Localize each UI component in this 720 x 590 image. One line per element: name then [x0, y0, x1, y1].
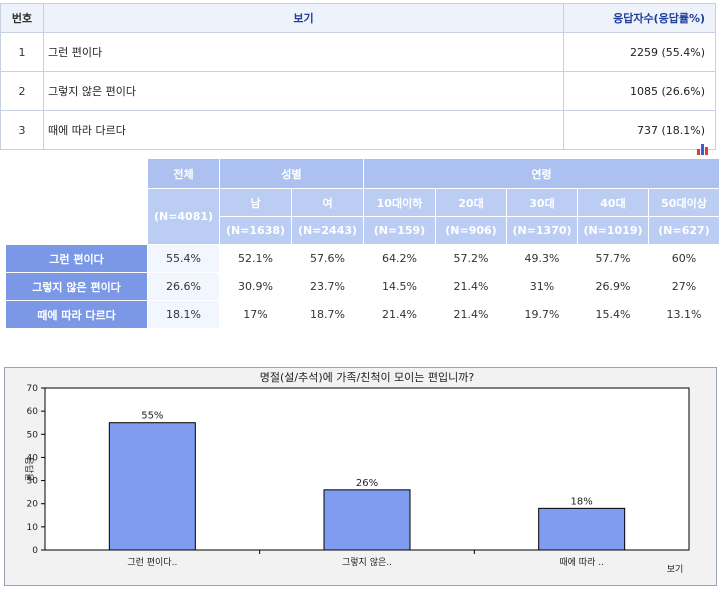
cell: 23.7%	[291, 272, 364, 301]
col-n-male: (N=1638)	[219, 216, 292, 245]
bar	[323, 489, 411, 551]
answers-header-row: 번호 보기 응답자수(응답률%)	[0, 3, 716, 33]
col-header-no: 번호	[0, 3, 44, 33]
total-n: (N=4081)	[147, 188, 220, 245]
y-tick-label: 60	[27, 407, 39, 417]
col-label-female: 여	[291, 188, 364, 217]
age-header: 연령	[363, 158, 720, 189]
x-tick-label: 그런 편이다..	[127, 556, 177, 568]
row-value: 737 (18.1%)	[563, 110, 716, 150]
y-tick-label: 0	[32, 546, 38, 556]
corner-blank	[5, 216, 148, 245]
row-label: 때에 따라 다르다	[5, 300, 148, 329]
col-header-label: 보기	[43, 3, 564, 33]
bar-chart-icon[interactable]	[697, 143, 710, 155]
row-number: 3	[0, 110, 44, 150]
cell: 64.2%	[363, 244, 436, 273]
x-axis-label: 보기	[667, 564, 684, 575]
corner-blank	[5, 158, 148, 217]
cell: 60%	[648, 244, 720, 273]
row-number: 2	[0, 71, 44, 111]
x-tick-label: 그렇지 않은..	[342, 557, 392, 568]
cell: 17%	[219, 300, 292, 329]
col-label-male: 남	[219, 188, 292, 217]
bar-value-label: 55%	[141, 411, 163, 422]
cell: 57.6%	[291, 244, 364, 273]
cell: 21.4%	[363, 300, 436, 329]
y-axis-label: 응답율	[23, 457, 35, 482]
col-n-age-20: (N=906)	[435, 216, 507, 245]
row-label: 그런 편이다	[5, 244, 148, 273]
col-n-female: (N=2443)	[291, 216, 364, 245]
col-label-age-40: 40대	[577, 188, 649, 217]
cell: 27%	[648, 272, 720, 301]
row-label: 그런 편이다	[43, 32, 564, 72]
chart-title: 명절(설/추석)에 가족/친척이 모이는 편입니까?	[260, 371, 475, 384]
table-row: 3 때에 따라 다르다 737 (18.1%)	[0, 110, 716, 150]
table-row: 1 그런 편이다 2259 (55.4%)	[0, 32, 716, 72]
y-tick-label: 30	[27, 477, 39, 487]
cell: 15.4%	[577, 300, 649, 329]
row-number: 1	[0, 32, 44, 72]
cell: 57.7%	[577, 244, 649, 273]
col-label-age-10: 10대이하	[363, 188, 436, 217]
response-bar-chart: 명절(설/추석)에 가족/친척이 모이는 편입니까? 보기 응답율 0 10 20 3…	[4, 367, 717, 586]
cell: 26.9%	[577, 272, 649, 301]
chart-svg: 명절(설/추석)에 가족/친척이 모이는 편입니까? 보기 응답율 0 10 20 3…	[23, 371, 690, 575]
y-tick-label: 20	[27, 500, 39, 510]
col-label-age-20: 20대	[435, 188, 507, 217]
crosstab-table: 전체 성별 연령 (N=4081) 남 여 10대이하 20대 30대 40대 …	[5, 158, 720, 329]
col-label-age-50: 50대이상	[648, 188, 720, 217]
table-row: 2 그렇지 않은 편이다 1085 (26.6%)	[0, 71, 716, 111]
bar	[108, 422, 196, 551]
row-label: 때에 따라 다르다	[43, 110, 564, 150]
x-tick-label: 때에 따라 ..	[559, 557, 604, 568]
cell: 52.1%	[219, 244, 292, 273]
cell: 57.2%	[435, 244, 507, 273]
cell-total: 18.1%	[147, 300, 220, 329]
crosstab-row: 때에 따라 다르다 18.1% 17% 18.7% 21.4% 21.4% 19…	[5, 300, 720, 329]
cell: 21.4%	[435, 272, 507, 301]
gender-header: 성별	[219, 158, 364, 189]
col-n-age-50: (N=627)	[648, 216, 720, 245]
cell: 14.5%	[363, 272, 436, 301]
answers-table: 번호 보기 응답자수(응답률%) 1 그런 편이다 2259 (55.4%) 2…	[0, 3, 716, 150]
cell: 19.7%	[506, 300, 578, 329]
cell: 13.1%	[648, 300, 720, 329]
cell: 18.7%	[291, 300, 364, 329]
y-tick-label: 70	[27, 384, 39, 394]
cell: 49.3%	[506, 244, 578, 273]
row-label: 그렇지 않은 편이다	[43, 71, 564, 111]
row-label: 그렇지 않은 편이다	[5, 272, 148, 301]
row-value: 2259 (55.4%)	[563, 32, 716, 72]
row-value: 1085 (26.6%)	[563, 71, 716, 111]
bar-value-label: 18%	[571, 496, 593, 507]
crosstab-row: 그렇지 않은 편이다 26.6% 30.9% 23.7% 14.5% 21.4%…	[5, 272, 720, 301]
col-n-age-10: (N=159)	[363, 216, 436, 245]
cell: 30.9%	[219, 272, 292, 301]
bar	[538, 507, 626, 551]
y-tick-label: 50	[27, 430, 39, 440]
crosstab-row: 그런 편이다 55.4% 52.1% 57.6% 64.2% 57.2% 49.…	[5, 244, 720, 273]
col-header-value: 응답자수(응답률%)	[563, 3, 716, 33]
bar-value-label: 26%	[356, 478, 378, 489]
cell-total: 55.4%	[147, 244, 220, 273]
total-header: 전체	[147, 158, 220, 189]
col-n-age-40: (N=1019)	[577, 216, 649, 245]
col-n-age-30: (N=1370)	[506, 216, 578, 245]
cell-total: 26.6%	[147, 272, 220, 301]
col-label-age-30: 30대	[506, 188, 578, 217]
y-tick-label: 40	[27, 453, 39, 463]
cell: 21.4%	[435, 300, 507, 329]
cell: 31%	[506, 272, 578, 301]
y-tick-label: 10	[27, 523, 39, 533]
